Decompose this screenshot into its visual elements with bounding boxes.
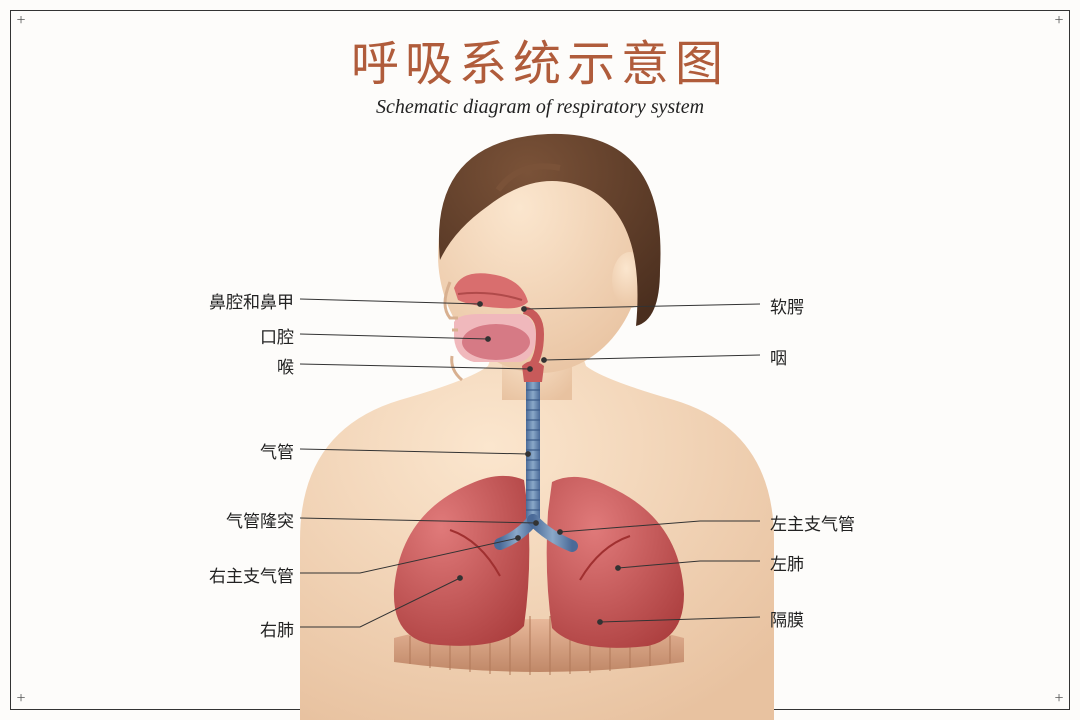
label-diaph: 隔膜 bbox=[770, 606, 804, 631]
pharynx-shape bbox=[524, 310, 540, 368]
diaphragm bbox=[394, 619, 684, 672]
nasal-line bbox=[458, 293, 522, 300]
nasal-cavity bbox=[454, 273, 528, 308]
hair-highlight bbox=[498, 166, 560, 190]
label-pharynx: 咽 bbox=[770, 344, 787, 369]
lung-detail-r bbox=[450, 530, 500, 576]
tongue bbox=[462, 324, 530, 360]
right-bronchus bbox=[500, 520, 533, 544]
hair bbox=[439, 134, 661, 326]
neck bbox=[502, 320, 572, 400]
label-lbronch: 左主支气管 bbox=[770, 510, 855, 535]
diaphragm-striations bbox=[410, 616, 670, 675]
lip-chin bbox=[452, 330, 462, 380]
right-lung bbox=[394, 476, 529, 646]
left-bronchus bbox=[533, 520, 572, 546]
leader-lines bbox=[300, 299, 760, 627]
label-larynx: 喉 bbox=[277, 353, 294, 378]
torso bbox=[300, 330, 774, 720]
label-carina: 气管隆突 bbox=[226, 507, 294, 532]
label-trachea: 气管 bbox=[260, 438, 294, 463]
trachea-rings bbox=[526, 380, 540, 510]
label-rbronch: 右主支气管 bbox=[209, 562, 294, 587]
trachea-shape bbox=[526, 370, 540, 524]
label-nasal: 鼻腔和鼻甲 bbox=[209, 288, 294, 313]
left-lung bbox=[547, 477, 684, 648]
illustration-svg bbox=[0, 70, 1080, 720]
label-llung: 左肺 bbox=[770, 550, 804, 575]
oral-cavity bbox=[454, 314, 536, 362]
diagram-stage: 鼻腔和鼻甲口腔喉气管气管隆突右主支气管右肺 软腭咽左主支气管左肺隔膜 bbox=[0, 70, 1080, 720]
nose-outline bbox=[445, 282, 458, 318]
label-palate: 软腭 bbox=[770, 293, 804, 318]
ear bbox=[612, 252, 648, 308]
label-oral: 口腔 bbox=[260, 323, 294, 348]
lung-detail-l bbox=[580, 536, 630, 580]
larynx-shape bbox=[522, 361, 544, 382]
head bbox=[438, 137, 642, 373]
label-rlung: 右肺 bbox=[260, 616, 294, 641]
